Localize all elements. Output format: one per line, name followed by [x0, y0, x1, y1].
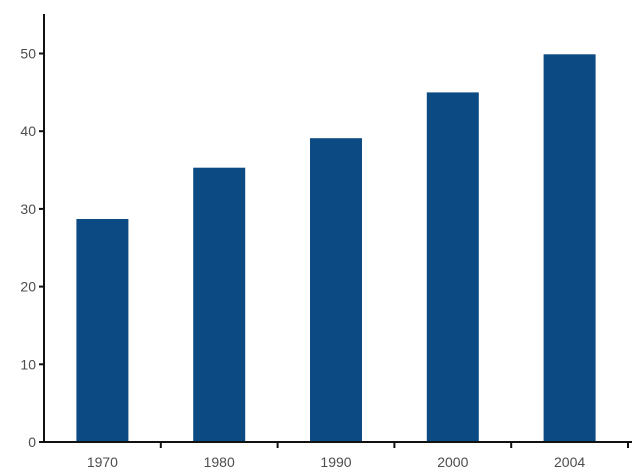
y-tick-label-30: 30: [20, 201, 36, 217]
x-tick-label-1970: 1970: [87, 454, 118, 470]
x-axis: 1970 1980 1990 2000 2004: [39, 441, 632, 470]
bar-1990: [310, 138, 362, 442]
bar-2000: [426, 92, 479, 443]
y-axis: 0 10 20 30 40 50: [20, 14, 45, 450]
y-tick-label-40: 40: [20, 123, 36, 139]
x-tick-label-2000: 2000: [437, 454, 468, 470]
y-tick-label-10: 10: [20, 356, 36, 372]
x-tick-label-2004: 2004: [554, 454, 585, 470]
bar-1970: [76, 219, 129, 442]
bar-2004: [543, 54, 596, 443]
bar-1980: [193, 167, 246, 442]
y-tick-label-0: 0: [28, 434, 36, 450]
bars-group: [76, 54, 596, 443]
x-tick-label-1990: 1990: [320, 454, 351, 470]
y-tick-label-20: 20: [20, 279, 36, 295]
y-tick-label-50: 50: [20, 46, 36, 62]
x-tick-label-1980: 1980: [204, 454, 235, 470]
